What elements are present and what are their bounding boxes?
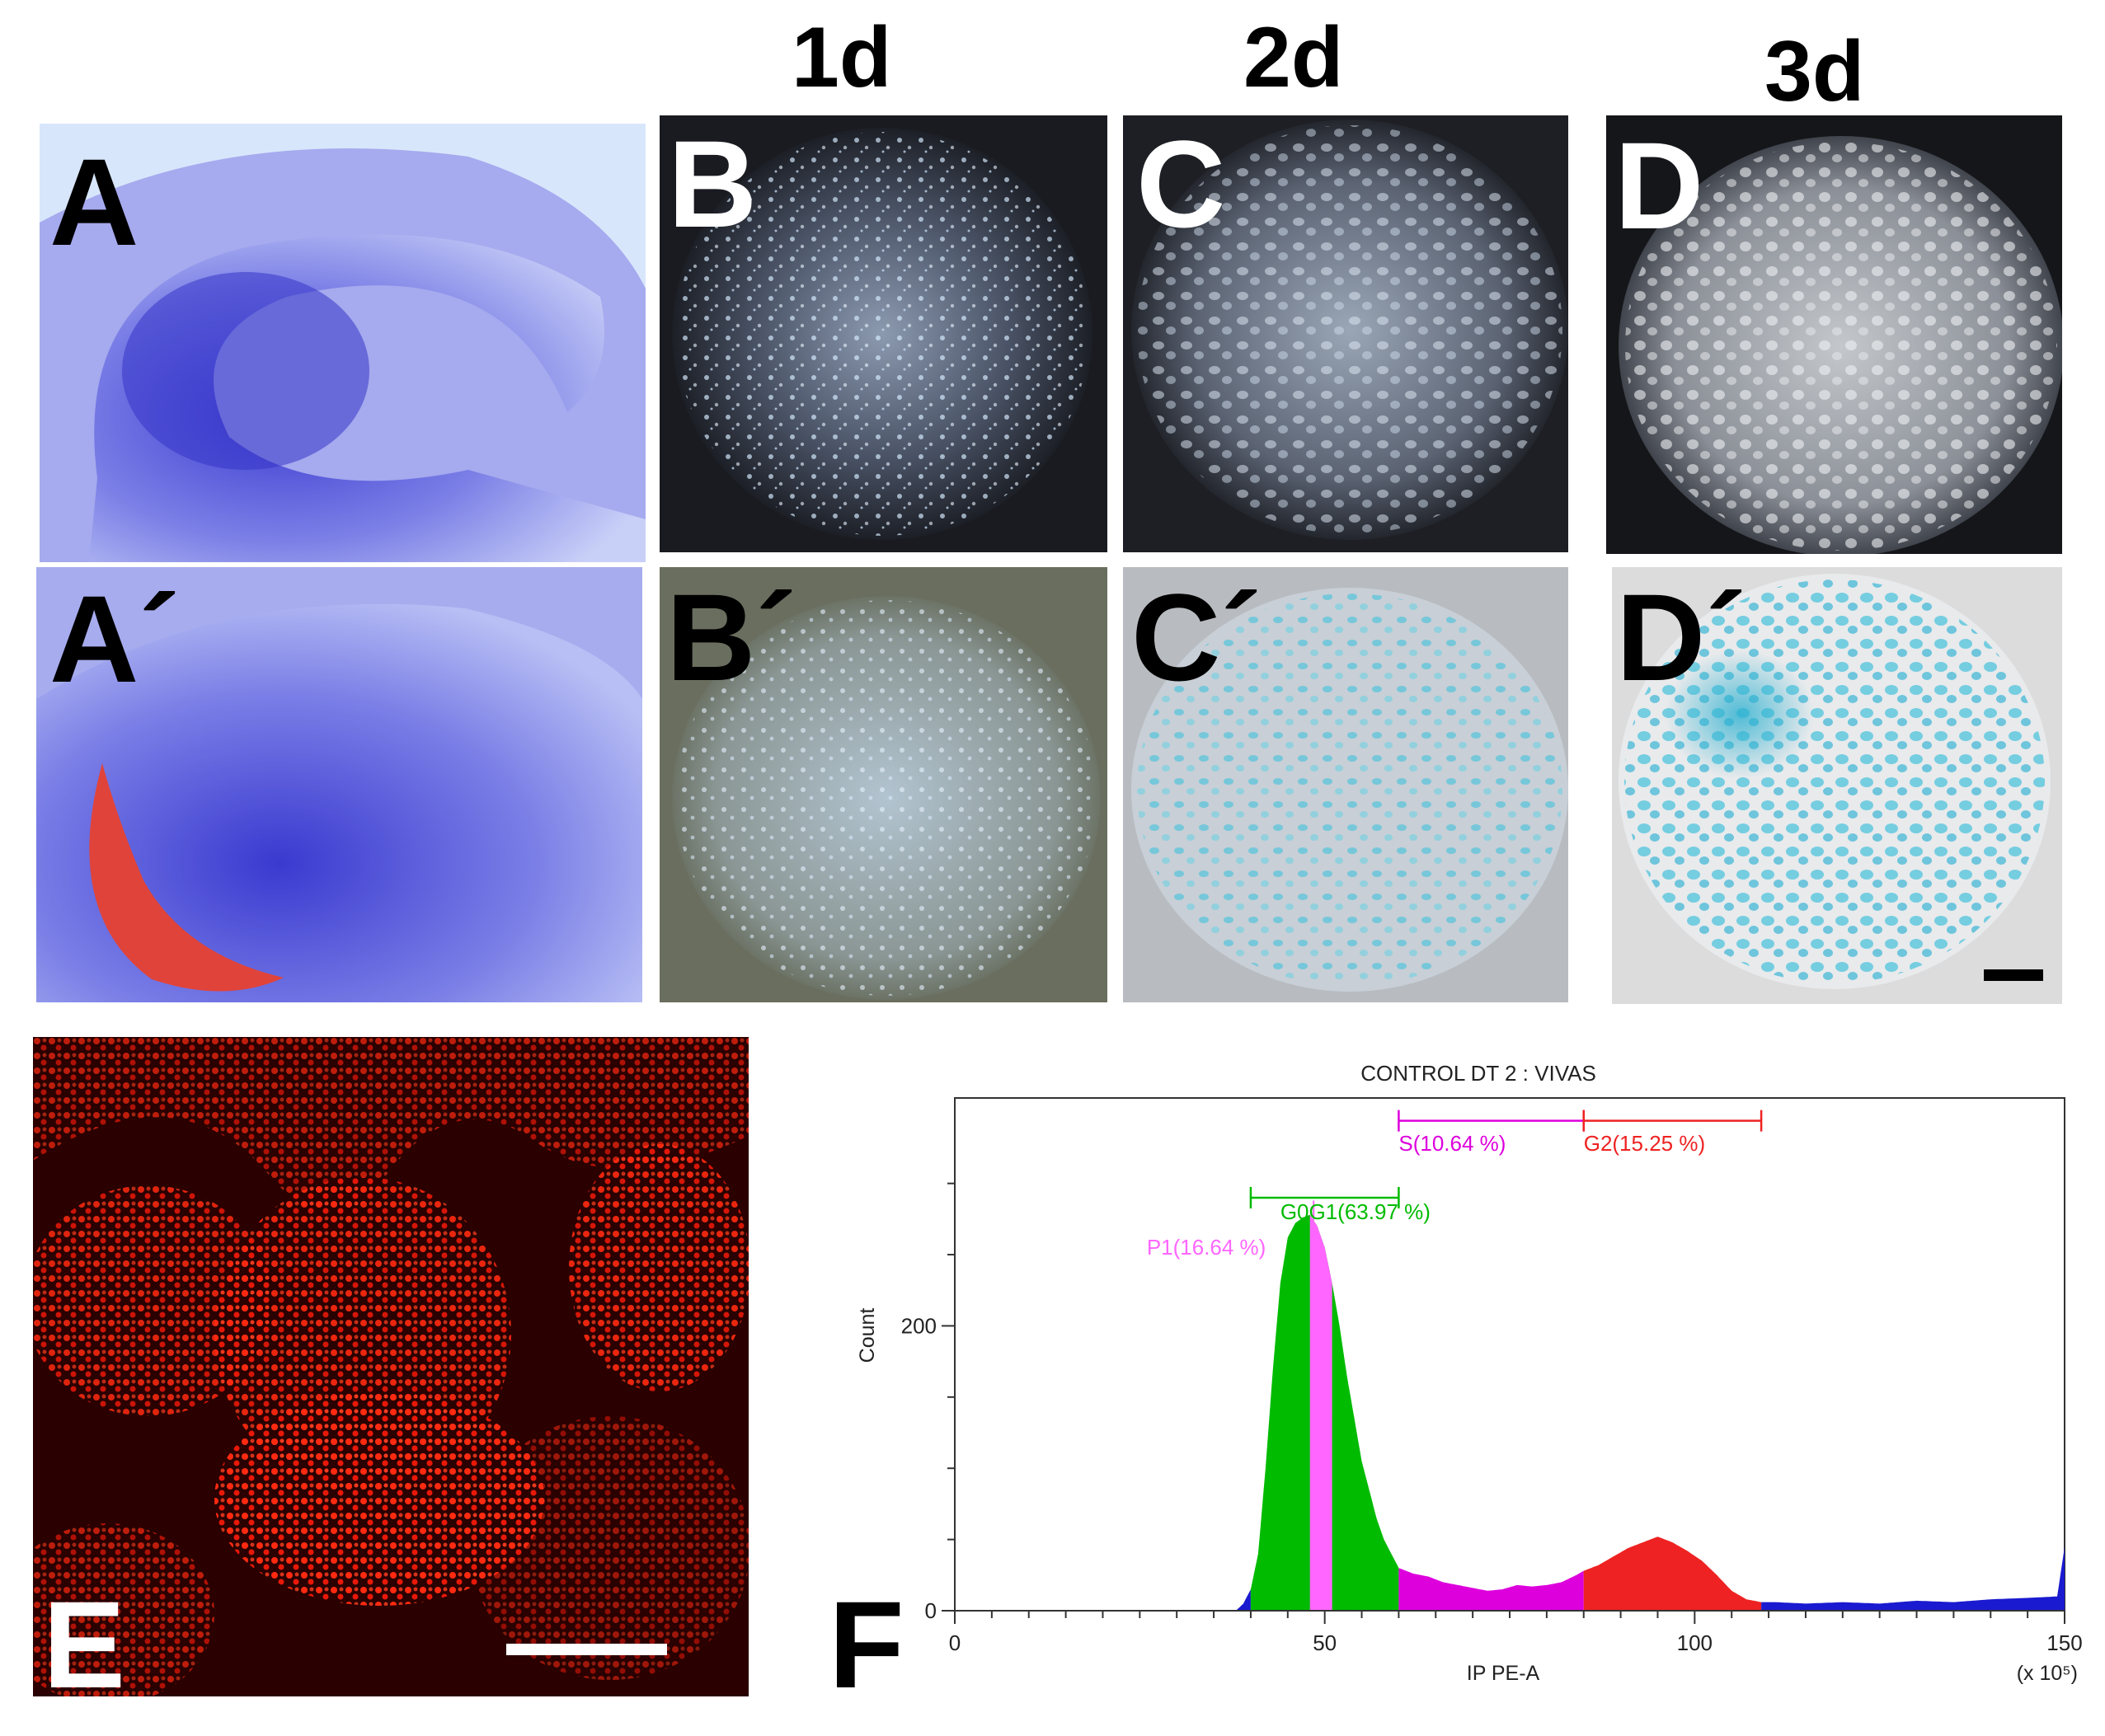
culture-image [1123,567,1568,1002]
histogram-segment-g2 [1583,1537,1762,1611]
panel-label-c: C [1136,115,1226,253]
panel-label-c-prime: C´ [1131,568,1262,706]
column-heading-3d: 3d [1764,24,1865,120]
culture-image [1606,115,2062,554]
scale-bar [1984,969,2043,981]
histogram-chart: CONTROL DT 2 : VIVAS 0 50 100 150 0 200 P1(16… [856,1061,2083,1685]
column-heading-2d: 2d [1243,10,1344,106]
gate-label-p1: P1(16.64 %) [1147,1235,1266,1260]
panel-label-b: B [668,115,758,253]
panel-label-a: A [49,133,139,271]
panel-a-embryo [40,124,646,562]
embryo-image [40,124,646,562]
panel-e-fluorescence [33,1037,749,1696]
panel-label-e: E [43,1575,126,1714]
histogram-segment-p1 [1309,1214,1332,1611]
embryo-image [36,567,642,1002]
panel-label-d: D [1614,116,1704,255]
panel-a-prime-embryo [36,567,642,1002]
axes: 0 50 100 150 0 200 [901,1182,2083,1655]
panel-f-histogram: CONTROL DT 2 : VIVAS 0 50 100 150 0 200 P1(16… [816,1047,2103,1690]
panel-label-a-prime: A´ [49,570,181,708]
x-tick-label: 100 [1677,1630,1713,1655]
histogram-area [1235,1214,2065,1611]
highlight-region [89,763,284,992]
gate-label-s: S(10.64 %) [1398,1131,1506,1156]
fluorescence-image [33,1037,749,1696]
culture-image [1123,115,1568,552]
panel-label-d-prime: D´ [1616,568,1747,706]
gate-label-g2: G2(15.25 %) [1584,1131,1705,1156]
x-tick-label: 50 [1313,1630,1337,1655]
panel-b-prime-culture [660,567,1107,1002]
culture-image [1612,567,2062,1004]
y-tick-label: 200 [901,1313,937,1338]
panel-c-prime-culture [1123,567,1568,1002]
x-tick-label: 150 [2046,1630,2082,1655]
x-axis-label: IP PE-A [1467,1662,1540,1685]
x-tick-label: 0 [949,1630,961,1655]
panel-label-b-prime: B´ [666,568,797,706]
gate-markers: P1(16.64 %) G0G1(63.97 %) S(10.64 %) G2(15.… [1147,1110,1763,1260]
culture-image [660,567,1107,1002]
culture-image [660,115,1107,552]
chart-title: CONTROL DT 2 : VIVAS [1360,1061,1596,1086]
histogram-segment-outside [1235,1589,1251,1611]
panel-label-f: F [829,1575,904,1714]
column-heading-1d: 1d [792,10,892,106]
x-axis-unit: (x 10⁵) [2017,1662,2078,1685]
panel-c-culture [1123,115,1568,552]
y-axis-label: Count [856,1308,879,1363]
gate-label-g0g1: G0G1(63.97 %) [1280,1199,1431,1224]
plot-frame [954,1097,2065,1612]
panel-b-culture [660,115,1107,552]
histogram-segment-s [1398,1568,1584,1611]
panel-d-prime-culture [1612,567,2062,1004]
histogram-segment-outside [1761,1546,2065,1611]
panel-d-culture [1606,115,2062,554]
y-tick-label: 0 [925,1598,937,1623]
scale-bar [506,1644,667,1655]
